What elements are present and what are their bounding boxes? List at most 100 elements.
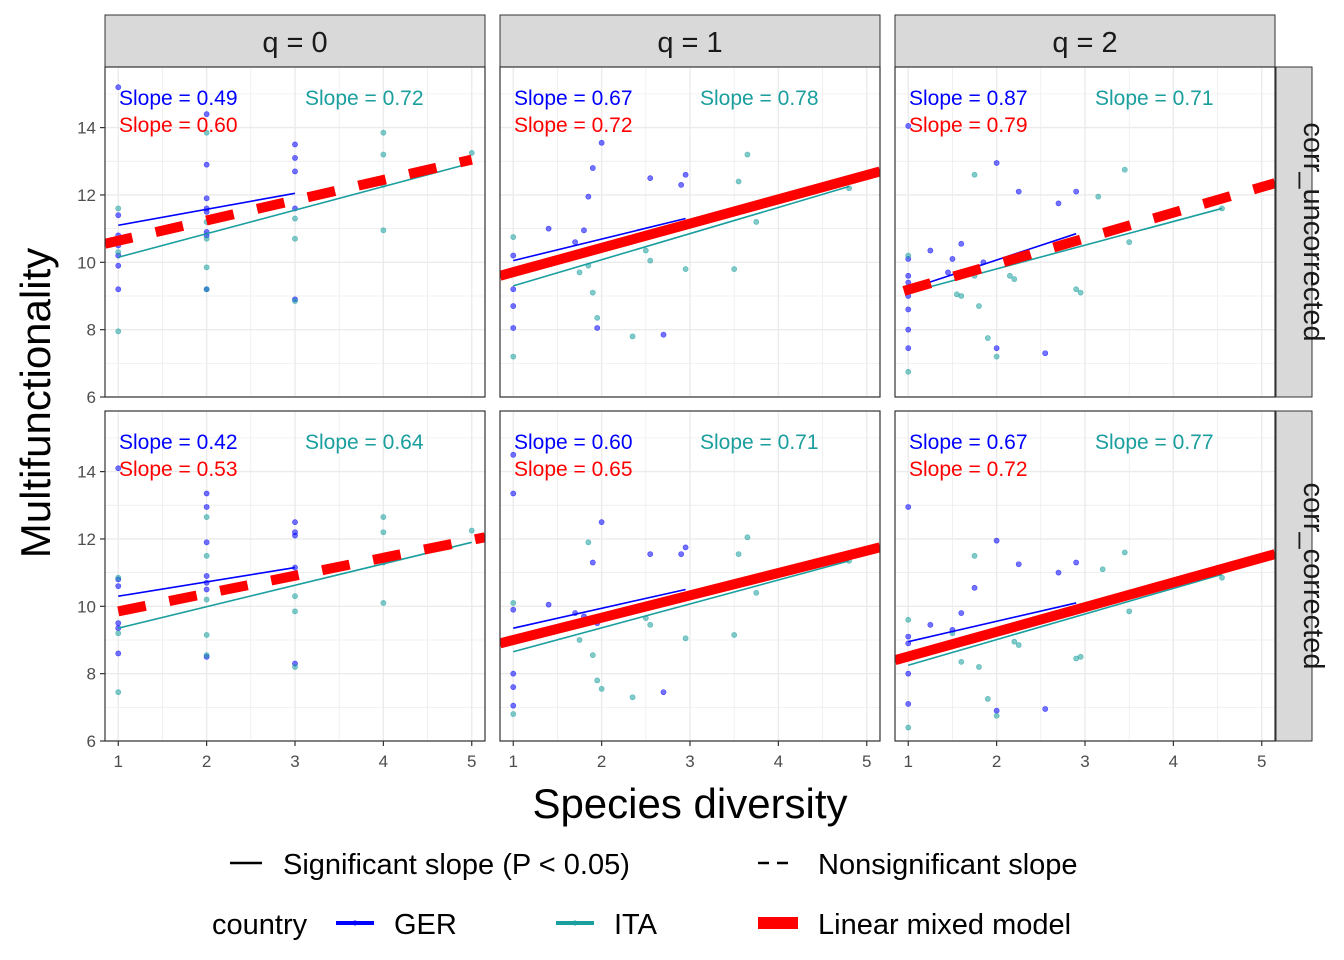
regression-line-ita	[118, 162, 472, 259]
data-point-ger	[572, 239, 579, 246]
regression-line-ger	[513, 217, 686, 262]
data-point-ger	[292, 519, 298, 526]
y-tick-label: 12	[77, 530, 96, 549]
x-tick-label: 3	[290, 752, 299, 771]
y-tick-label: 14	[77, 119, 96, 138]
data-point-ger	[905, 504, 912, 510]
data-point-ger	[905, 306, 912, 313]
data-point-ger	[905, 633, 912, 640]
data-point-ita	[731, 632, 738, 638]
data-point-ger	[1055, 569, 1062, 576]
data-point-ita	[589, 652, 596, 659]
panel-border	[499, 66, 881, 398]
facet-strip-top	[894, 14, 1276, 68]
data-point-ger	[660, 689, 667, 696]
data-point-ita	[203, 596, 210, 603]
data-point-ita	[510, 600, 517, 606]
facet-strip-top	[499, 14, 881, 68]
data-point-ger	[905, 123, 912, 129]
data-point-ger	[203, 573, 210, 579]
y-tick-label: 6	[87, 388, 96, 407]
slope-label-lmm: Slope = 0.72	[909, 458, 1028, 481]
data-point-ger	[598, 139, 605, 146]
panel-data	[902, 123, 1275, 375]
panel-data	[500, 451, 880, 717]
x-tick-label: 4	[774, 752, 783, 771]
slope-label-ita: Slope = 0.78	[700, 87, 819, 110]
data-point-ita	[380, 529, 387, 536]
data-point-ger	[581, 227, 587, 234]
data-point-ger	[958, 610, 965, 616]
data-point-ger	[510, 325, 517, 331]
data-point-ger	[1015, 561, 1022, 568]
data-point-ger	[203, 490, 210, 497]
x-tick-label: 5	[862, 752, 871, 771]
data-point-ita	[594, 677, 601, 684]
x-tick-label: 3	[685, 752, 694, 771]
slope-label-ger: Slope = 0.67	[514, 87, 633, 110]
y-tick-label: 8	[87, 665, 96, 684]
data-point-ger	[115, 650, 122, 657]
data-point-ita	[731, 266, 738, 272]
data-point-ita	[993, 712, 1000, 719]
data-point-ita	[1011, 638, 1018, 645]
data-point-ger	[510, 684, 517, 691]
regression-line-ger	[908, 232, 1077, 291]
data-point-ita	[905, 368, 912, 375]
data-point-ita	[753, 589, 760, 596]
data-point-ita	[629, 694, 636, 701]
data-point-ita	[1077, 289, 1084, 296]
data-point-ita	[468, 527, 475, 534]
slope-label-ger: Slope = 0.42	[119, 431, 238, 454]
y-axis-label: Multifunctionality	[12, 248, 59, 558]
data-point-ita	[203, 652, 210, 659]
slope-label-ita: Slope = 0.77	[1095, 431, 1214, 454]
data-point-ger	[927, 621, 934, 628]
slope-label-ger: Slope = 0.67	[909, 431, 1028, 454]
data-point-ita	[380, 151, 387, 158]
regression-line-lmm	[902, 178, 1275, 296]
facet-strip-right	[1275, 410, 1313, 742]
data-point-ita	[1121, 166, 1128, 173]
panel-border	[894, 66, 1276, 398]
slope-label-lmm: Slope = 0.72	[514, 114, 633, 137]
data-point-ger	[1055, 200, 1062, 207]
data-point-ger	[115, 84, 122, 91]
data-point-ita	[642, 247, 649, 254]
data-point-ger	[1073, 559, 1080, 566]
data-point-ger	[292, 155, 298, 161]
data-point-ita	[203, 129, 210, 136]
facet-strip-right	[1275, 66, 1313, 398]
data-point-ita	[1121, 549, 1128, 556]
data-point-ita	[905, 616, 912, 623]
facet-panel: Slope = 0.60 Slope = 0.71 Slope = 0.65	[499, 410, 881, 742]
data-point-ger	[203, 161, 210, 168]
data-point-ger	[647, 551, 654, 558]
regression-line-lmm	[895, 549, 1275, 665]
data-point-ita	[1077, 653, 1084, 660]
data-point-ita	[744, 151, 751, 158]
data-point-ita	[1073, 286, 1080, 293]
x-tick-label: 2	[597, 752, 606, 771]
data-point-ita	[115, 205, 122, 212]
data-point-ita	[292, 593, 298, 600]
regression-line-ita	[513, 560, 850, 653]
data-point-ger	[115, 212, 122, 219]
slope-label-ita: Slope = 0.71	[1095, 87, 1214, 110]
x-tick-label: 1	[509, 752, 518, 771]
data-point-ger	[905, 670, 912, 677]
data-point-ger	[115, 620, 122, 627]
facet-panel: Slope = 0.87 Slope = 0.71 Slope = 0.79	[894, 66, 1276, 398]
x-tick-label: 2	[992, 752, 1001, 771]
x-tick-label: 4	[1169, 752, 1178, 771]
regression-line-lmm	[500, 542, 880, 649]
data-point-ita	[510, 711, 517, 717]
facet-strip-top	[104, 14, 486, 68]
data-point-ger	[292, 168, 298, 175]
data-point-ger	[510, 451, 517, 458]
slope-label-ger: Slope = 0.49	[119, 87, 238, 110]
x-axis-label: Species diversity	[532, 780, 847, 827]
x-tick-label: 2	[202, 752, 211, 771]
data-point-ger	[115, 262, 122, 269]
data-point-ita	[647, 621, 654, 628]
